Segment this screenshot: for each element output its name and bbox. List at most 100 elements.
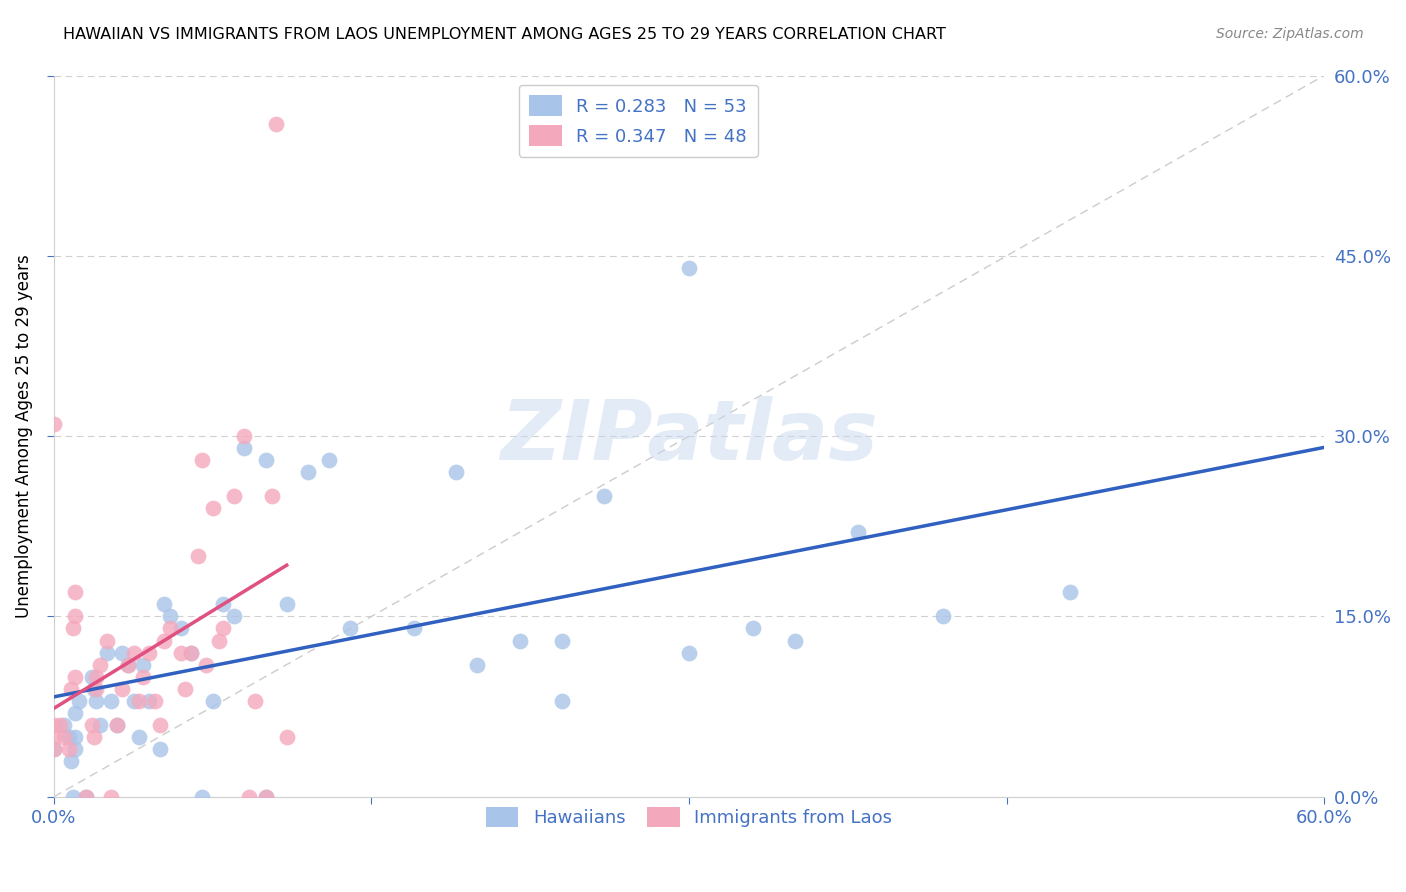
- Legend: Hawaiians, Immigrants from Laos: Hawaiians, Immigrants from Laos: [478, 799, 900, 835]
- Point: [100, 693, 122, 707]
- Point: [67, 693, 90, 707]
- Point: [42, 717, 65, 731]
- Text: Source: ZipAtlas.com: Source: ZipAtlas.com: [1216, 27, 1364, 41]
- Point: [62, 622, 84, 636]
- Point: [124, 646, 146, 660]
- Point: [191, 789, 214, 804]
- Point: [89, 717, 111, 731]
- Point: [100, 789, 122, 804]
- Point: [238, 789, 260, 804]
- Point: [75, 789, 97, 804]
- Point: [153, 598, 176, 612]
- Point: [105, 717, 128, 731]
- Point: [42, 741, 65, 756]
- Point: [1059, 585, 1081, 599]
- Point: [551, 633, 574, 648]
- Point: [49, 717, 72, 731]
- Point: [180, 646, 202, 660]
- Point: [444, 465, 467, 479]
- Point: [187, 549, 209, 564]
- Point: [678, 260, 700, 275]
- Point: [117, 657, 139, 672]
- Point: [233, 429, 256, 443]
- Point: [932, 609, 955, 624]
- Point: [159, 622, 181, 636]
- Text: HAWAIIAN VS IMMIGRANTS FROM LAOS UNEMPLOYMENT AMONG AGES 25 TO 29 YEARS CORRELAT: HAWAIIAN VS IMMIGRANTS FROM LAOS UNEMPLO…: [63, 27, 946, 42]
- Point: [58, 730, 80, 744]
- Point: [117, 657, 139, 672]
- Point: [63, 669, 86, 683]
- Point: [260, 489, 283, 503]
- Point: [201, 693, 224, 707]
- Point: [53, 717, 76, 731]
- Point: [63, 706, 86, 720]
- Point: [75, 789, 97, 804]
- Point: [254, 789, 277, 804]
- Point: [509, 633, 531, 648]
- Point: [80, 669, 103, 683]
- Point: [58, 741, 80, 756]
- Point: [132, 657, 155, 672]
- Point: [84, 669, 107, 683]
- Point: [138, 646, 160, 660]
- Point: [276, 598, 298, 612]
- Point: [180, 646, 202, 660]
- Point: [84, 693, 107, 707]
- Point: [593, 489, 616, 503]
- Point: [264, 117, 287, 131]
- Point: [191, 453, 214, 467]
- Point: [276, 730, 298, 744]
- Point: [80, 717, 103, 731]
- Point: [63, 730, 86, 744]
- Point: [195, 657, 218, 672]
- Point: [208, 633, 231, 648]
- Point: [59, 681, 82, 696]
- Point: [222, 609, 245, 624]
- Point: [96, 633, 118, 648]
- Point: [128, 730, 150, 744]
- Point: [848, 525, 870, 540]
- Point: [212, 598, 235, 612]
- Point: [243, 693, 266, 707]
- Point: [159, 609, 181, 624]
- Point: [783, 633, 806, 648]
- Point: [254, 453, 277, 467]
- Point: [96, 646, 118, 660]
- Point: [62, 789, 84, 804]
- Point: [170, 622, 193, 636]
- Point: [42, 417, 65, 431]
- Point: [63, 741, 86, 756]
- Point: [551, 693, 574, 707]
- Point: [84, 681, 107, 696]
- Point: [297, 465, 319, 479]
- Point: [42, 741, 65, 756]
- Text: ZIPatlas: ZIPatlas: [501, 396, 877, 476]
- Point: [105, 717, 128, 731]
- Point: [170, 646, 193, 660]
- Point: [233, 441, 256, 455]
- Point: [254, 789, 277, 804]
- Point: [110, 646, 132, 660]
- Point: [201, 501, 224, 516]
- Point: [132, 669, 155, 683]
- Point: [339, 622, 361, 636]
- Point: [124, 693, 146, 707]
- Y-axis label: Unemployment Among Ages 25 to 29 years: Unemployment Among Ages 25 to 29 years: [15, 254, 32, 618]
- Point: [138, 693, 160, 707]
- Point: [149, 717, 172, 731]
- Point: [110, 681, 132, 696]
- Point: [153, 633, 176, 648]
- Point: [145, 693, 167, 707]
- Point: [83, 730, 105, 744]
- Point: [149, 741, 172, 756]
- Point: [83, 681, 105, 696]
- Point: [318, 453, 340, 467]
- Point: [465, 657, 488, 672]
- Point: [128, 693, 150, 707]
- Point: [174, 681, 197, 696]
- Point: [89, 657, 111, 672]
- Point: [402, 622, 425, 636]
- Point: [42, 730, 65, 744]
- Point: [63, 609, 86, 624]
- Point: [678, 646, 700, 660]
